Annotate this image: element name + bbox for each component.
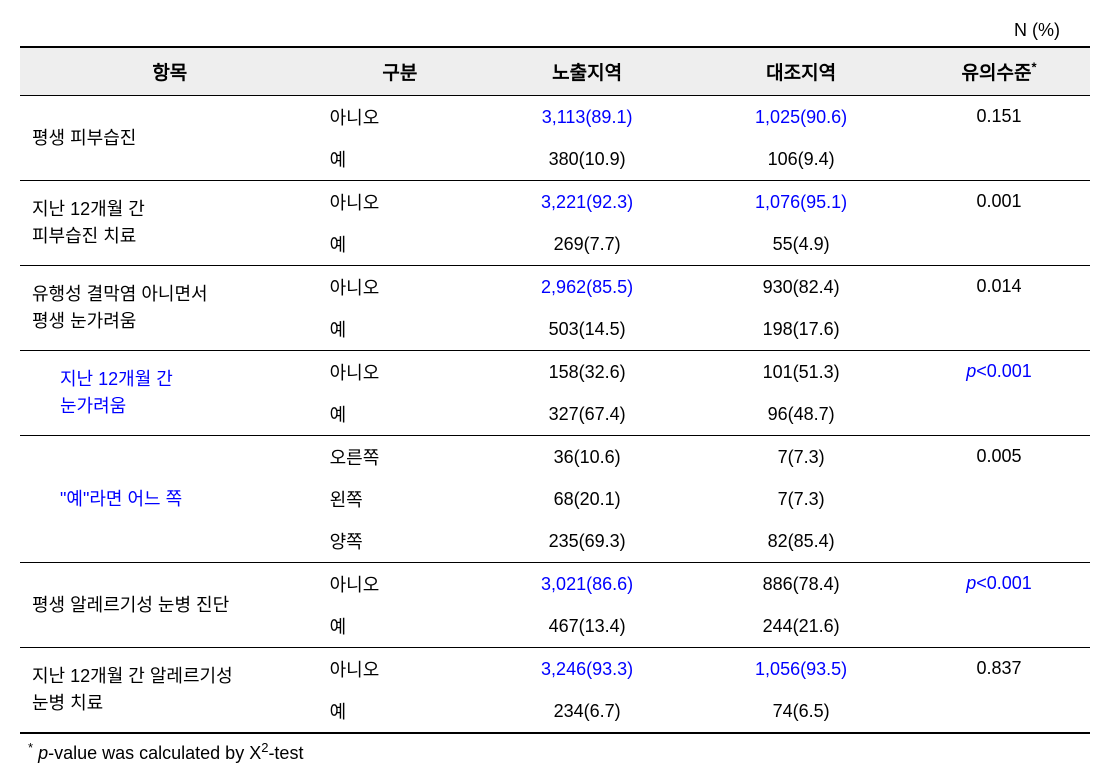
control-cell: 7(7.3) [694, 478, 908, 520]
sig-cell: p<0.001 [908, 351, 1090, 436]
gubun-cell: 아니오 [320, 266, 481, 309]
exposed-cell: 3,021(86.6) [480, 563, 694, 606]
gubun-cell: 아니오 [320, 648, 481, 691]
gubun-cell: 아니오 [320, 563, 481, 606]
table-body: 평생 피부습진아니오3,113(89.1)1,025(90.6)0.151예38… [20, 96, 1090, 734]
control-cell: 82(85.4) [694, 520, 908, 563]
table-row: 유행성 결막염 아니면서평생 눈가려움아니오2,962(85.5)930(82.… [20, 266, 1090, 309]
data-table: 항목 구분 노출지역 대조지역 유의수준* 평생 피부습진아니오3,113(89… [20, 46, 1090, 734]
header-control: 대조지역 [694, 47, 908, 96]
exposed-cell: 327(67.4) [480, 393, 694, 436]
item-cell: 지난 12개월 간눈가려움 [20, 351, 320, 436]
gubun-cell: 예 [320, 393, 481, 436]
table-header: 항목 구분 노출지역 대조지역 유의수준* [20, 47, 1090, 96]
gubun-cell: 아니오 [320, 351, 481, 394]
exposed-cell: 269(7.7) [480, 223, 694, 266]
sig-cell: 0.005 [908, 436, 1090, 563]
header-sig: 유의수준* [908, 47, 1090, 96]
exposed-cell: 36(10.6) [480, 436, 694, 479]
gubun-cell: 아니오 [320, 181, 481, 224]
exposed-cell: 3,246(93.3) [480, 648, 694, 691]
gubun-cell: 예 [320, 308, 481, 351]
exposed-cell: 467(13.4) [480, 605, 694, 648]
top-label: N (%) [20, 20, 1090, 46]
table-row: 지난 12개월 간눈가려움아니오158(32.6)101(51.3)p<0.00… [20, 351, 1090, 394]
sig-cell: 0.014 [908, 266, 1090, 351]
control-cell: 96(48.7) [694, 393, 908, 436]
exposed-cell: 68(20.1) [480, 478, 694, 520]
control-cell: 101(51.3) [694, 351, 908, 394]
table-row: 지난 12개월 간 알레르기성눈병 치료아니오3,246(93.3)1,056(… [20, 648, 1090, 691]
control-cell: 7(7.3) [694, 436, 908, 479]
control-cell: 1,056(93.5) [694, 648, 908, 691]
table-container: N (%) 항목 구분 노출지역 대조지역 유의수준* 평생 피부습진아니오3,… [20, 20, 1090, 764]
header-item: 항목 [20, 47, 320, 96]
exposed-cell: 503(14.5) [480, 308, 694, 351]
exposed-cell: 3,221(92.3) [480, 181, 694, 224]
gubun-cell: 예 [320, 138, 481, 181]
item-cell: 지난 12개월 간피부습진 치료 [20, 181, 320, 266]
gubun-cell: 오른쪽 [320, 436, 481, 479]
gubun-cell: 양쪽 [320, 520, 481, 563]
control-cell: 198(17.6) [694, 308, 908, 351]
exposed-cell: 2,962(85.5) [480, 266, 694, 309]
table-row: 지난 12개월 간피부습진 치료아니오3,221(92.3)1,076(95.1… [20, 181, 1090, 224]
sig-cell: 0.837 [908, 648, 1090, 734]
item-cell: 평생 피부습진 [20, 96, 320, 181]
item-cell: 지난 12개월 간 알레르기성눈병 치료 [20, 648, 320, 734]
control-cell: 55(4.9) [694, 223, 908, 266]
control-cell: 886(78.4) [694, 563, 908, 606]
gubun-cell: 예 [320, 605, 481, 648]
footnote: * p-value was calculated by X2-test [20, 734, 1090, 764]
gubun-cell: 예 [320, 223, 481, 266]
gubun-cell: 아니오 [320, 96, 481, 139]
header-exposed: 노출지역 [480, 47, 694, 96]
exposed-cell: 3,113(89.1) [480, 96, 694, 139]
control-cell: 1,076(95.1) [694, 181, 908, 224]
table-row: "예"라면 어느 쪽오른쪽36(10.6)7(7.3)0.005 [20, 436, 1090, 479]
item-cell: 평생 알레르기성 눈병 진단 [20, 563, 320, 648]
control-cell: 106(9.4) [694, 138, 908, 181]
control-cell: 1,025(90.6) [694, 96, 908, 139]
gubun-cell: 왼쪽 [320, 478, 481, 520]
sig-cell: 0.001 [908, 181, 1090, 266]
exposed-cell: 235(69.3) [480, 520, 694, 563]
item-cell: 유행성 결막염 아니면서평생 눈가려움 [20, 266, 320, 351]
table-row: 평생 피부습진아니오3,113(89.1)1,025(90.6)0.151 [20, 96, 1090, 139]
item-cell: "예"라면 어느 쪽 [20, 436, 320, 563]
control-cell: 244(21.6) [694, 605, 908, 648]
exposed-cell: 158(32.6) [480, 351, 694, 394]
control-cell: 74(6.5) [694, 690, 908, 733]
exposed-cell: 380(10.9) [480, 138, 694, 181]
sig-cell: 0.151 [908, 96, 1090, 181]
header-gubun: 구분 [320, 47, 481, 96]
gubun-cell: 예 [320, 690, 481, 733]
control-cell: 930(82.4) [694, 266, 908, 309]
sig-cell: p<0.001 [908, 563, 1090, 648]
table-row: 평생 알레르기성 눈병 진단아니오3,021(86.6)886(78.4)p<0… [20, 563, 1090, 606]
exposed-cell: 234(6.7) [480, 690, 694, 733]
